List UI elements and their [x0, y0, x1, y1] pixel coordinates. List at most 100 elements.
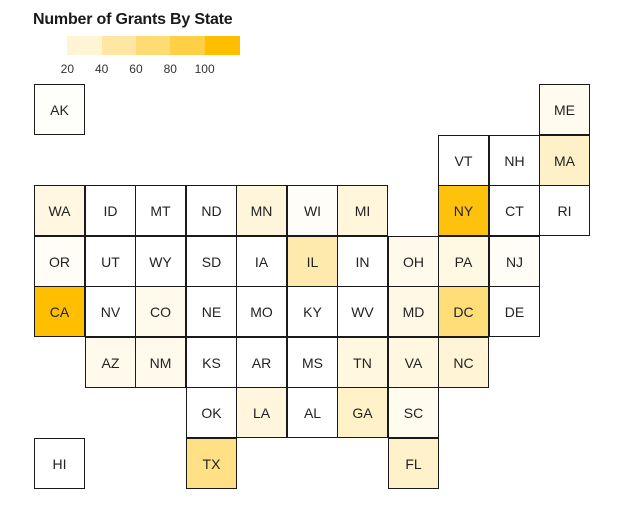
state-tile-co[interactable]: CO [135, 286, 186, 337]
state-tile-id[interactable]: ID [85, 185, 136, 236]
state-label: TX [202, 455, 221, 472]
legend-swatch [170, 36, 206, 55]
state-tile-wv[interactable]: WV [337, 286, 388, 337]
state-tile-nd[interactable]: ND [186, 185, 237, 236]
state-label: CT [505, 202, 524, 219]
state-tile-mn[interactable]: MN [236, 185, 287, 236]
state-label: PA [454, 253, 473, 270]
state-tile-oh[interactable]: OH [388, 236, 439, 287]
state-tile-nh[interactable]: NH [489, 135, 540, 186]
state-tile-or[interactable]: OR [34, 236, 85, 287]
state-tile-ia[interactable]: IA [236, 236, 287, 287]
state-label: AZ [101, 354, 120, 371]
state-label: GA [352, 404, 373, 421]
state-tile-ms[interactable]: MS [287, 337, 338, 388]
state-label: MS [302, 354, 323, 371]
state-tile-ma[interactable]: MA [539, 135, 590, 186]
state-label: NV [100, 303, 121, 320]
state-tile-mi[interactable]: MI [337, 185, 388, 236]
state-label: ID [103, 202, 118, 219]
legend-swatch [67, 36, 103, 55]
state-tile-nm[interactable]: NM [135, 337, 186, 388]
state-label: HI [52, 455, 67, 472]
state-label: SC [403, 404, 424, 421]
state-label: MT [150, 202, 171, 219]
state-tile-wy[interactable]: WY [135, 236, 186, 287]
state-label: IN [355, 253, 370, 270]
state-label: LA [252, 404, 271, 421]
state-label: WY [149, 253, 172, 270]
state-tile-vt[interactable]: VT [438, 135, 489, 186]
state-tile-ar[interactable]: AR [236, 337, 287, 388]
state-tile-ga[interactable]: GA [337, 387, 388, 438]
state-label: CO [150, 303, 171, 320]
state-label: KY [303, 303, 322, 320]
state-label: MI [354, 202, 371, 219]
state-tile-fl[interactable]: FL [388, 438, 439, 489]
state-tile-mt[interactable]: MT [135, 185, 186, 236]
state-label: OH [403, 253, 424, 270]
state-tile-va[interactable]: VA [388, 337, 439, 388]
state-tile-md[interactable]: MD [388, 286, 439, 337]
state-label: NM [149, 354, 172, 371]
state-tile-ny[interactable]: NY [438, 185, 489, 236]
state-tile-al[interactable]: AL [287, 387, 338, 438]
legend-label: 40 [94, 62, 109, 76]
state-tile-ak[interactable]: AK [34, 84, 85, 135]
state-tile-sd[interactable]: SD [186, 236, 237, 287]
state-tile-ok[interactable]: OK [186, 387, 237, 438]
state-label: NC [453, 354, 474, 371]
state-tile-il[interactable]: IL [287, 236, 338, 287]
state-tile-hi[interactable]: HI [34, 438, 85, 489]
state-label: SD [201, 253, 222, 270]
state-tile-ky[interactable]: KY [287, 286, 338, 337]
state-label: MO [250, 303, 273, 320]
state-tile-az[interactable]: AZ [85, 337, 136, 388]
state-tile-tn[interactable]: TN [337, 337, 388, 388]
state-tile-ks[interactable]: KS [186, 337, 237, 388]
state-label: ME [554, 101, 575, 118]
state-label: DC [453, 303, 474, 320]
state-label: WA [48, 202, 71, 219]
state-tile-ca[interactable]: CA [34, 286, 85, 337]
state-tile-tx[interactable]: TX [186, 438, 237, 489]
state-tile-de[interactable]: DE [489, 286, 540, 337]
legend-label: 80 [163, 62, 177, 76]
state-label: NY [453, 202, 474, 219]
state-tile-nc[interactable]: NC [438, 337, 489, 388]
state-tile-nv[interactable]: NV [85, 286, 136, 337]
state-label: ND [201, 202, 222, 219]
state-label: VT [454, 152, 473, 169]
state-tile-nj[interactable]: NJ [489, 236, 540, 287]
legend-swatch [33, 36, 68, 55]
state-tile-ct[interactable]: CT [489, 185, 540, 236]
state-label: KS [202, 354, 221, 371]
state-label: AR [251, 354, 272, 371]
legend-label: 100 [194, 62, 215, 76]
state-tile-ne[interactable]: NE [186, 286, 237, 337]
state-label: AL [303, 404, 322, 421]
state-tile-dc[interactable]: DC [438, 286, 489, 337]
state-tile-wi[interactable]: WI [287, 185, 338, 236]
state-tile-mo[interactable]: MO [236, 286, 287, 337]
state-tile-ri[interactable]: RI [539, 185, 590, 236]
state-label: MA [554, 152, 575, 169]
state-label: OK [201, 404, 222, 421]
state-label: RI [557, 202, 572, 219]
state-tile-pa[interactable]: PA [438, 236, 489, 287]
state-label: IA [254, 253, 269, 270]
state-tile-in[interactable]: IN [337, 236, 388, 287]
state-tile-sc[interactable]: SC [388, 387, 439, 438]
state-tile-la[interactable]: LA [236, 387, 287, 438]
legend-swatch [204, 36, 240, 55]
state-tile-me[interactable]: ME [539, 84, 590, 135]
state-tile-wa[interactable]: WA [34, 185, 85, 236]
state-label: AK [50, 101, 69, 118]
state-tile-ut[interactable]: UT [85, 236, 136, 287]
legend-label: 60 [129, 62, 143, 76]
state-label: MD [402, 303, 425, 320]
state-label: CA [49, 303, 70, 320]
state-label: UT [101, 253, 120, 270]
chart-title: Number of Grants By State [33, 11, 233, 28]
